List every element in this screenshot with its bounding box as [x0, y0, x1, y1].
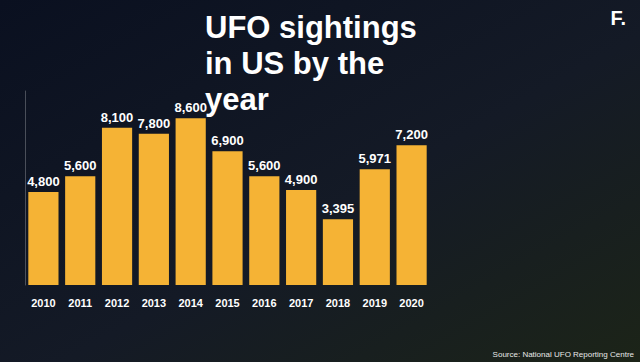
svg-text:8,100: 8,100 — [101, 110, 134, 125]
svg-text:2015: 2015 — [215, 297, 239, 309]
svg-text:2013: 2013 — [142, 297, 166, 309]
svg-text:4,800: 4,800 — [27, 174, 60, 189]
svg-text:5,600: 5,600 — [64, 158, 97, 173]
svg-text:2011: 2011 — [68, 297, 92, 309]
svg-text:2017: 2017 — [289, 297, 313, 309]
svg-text:2019: 2019 — [363, 297, 387, 309]
svg-text:Source: National UFO Reporting: Source: National UFO Reporting Centre — [493, 350, 635, 359]
svg-text:2012: 2012 — [105, 297, 129, 309]
svg-text:8,600: 8,600 — [174, 100, 207, 115]
svg-text:2014: 2014 — [178, 297, 203, 309]
svg-text:6,900: 6,900 — [211, 133, 244, 148]
svg-text:UFO sightings: UFO sightings — [205, 10, 425, 45]
svg-text:7,200: 7,200 — [395, 127, 428, 142]
svg-text:2016: 2016 — [252, 297, 276, 309]
svg-text:2020: 2020 — [399, 297, 423, 309]
svg-text:2018: 2018 — [326, 297, 350, 309]
svg-text:in US by the: in US by the — [205, 46, 393, 81]
svg-text:7,800: 7,800 — [138, 116, 171, 131]
svg-text:3,395: 3,395 — [322, 201, 355, 216]
svg-text:F.: F. — [610, 7, 626, 29]
svg-text:4,900: 4,900 — [285, 172, 318, 187]
svg-text:5,971: 5,971 — [358, 151, 391, 166]
svg-text:5,600: 5,600 — [248, 158, 281, 173]
svg-text:2010: 2010 — [31, 297, 55, 309]
svg-text:year: year — [205, 82, 269, 117]
